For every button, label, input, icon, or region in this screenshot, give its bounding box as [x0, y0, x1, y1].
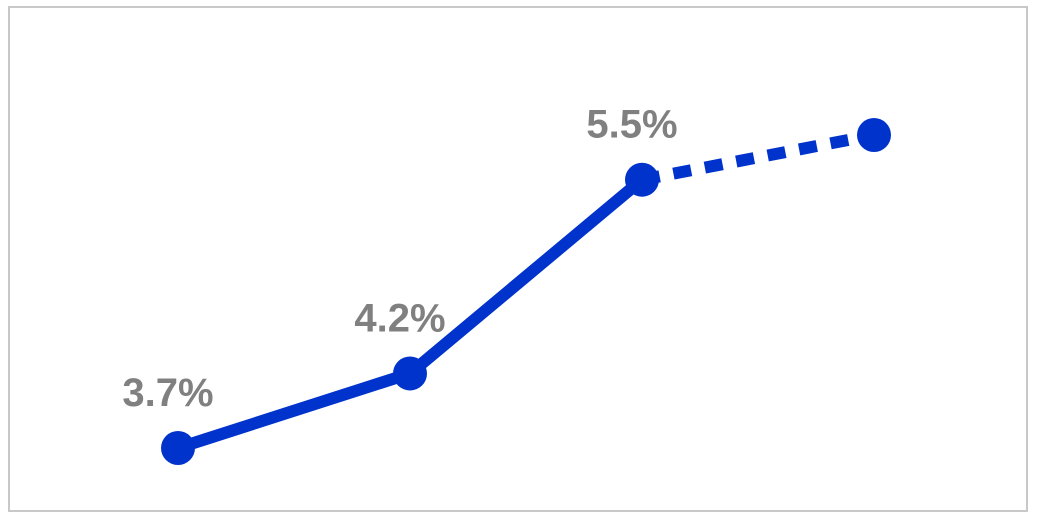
data-point-marker — [625, 162, 659, 197]
projection-line-segment — [640, 129, 876, 186]
data-label: 5.5% — [586, 103, 677, 147]
data-point-marker — [393, 356, 427, 391]
point-markers — [161, 118, 891, 465]
line-segment — [172, 367, 416, 454]
line-segment — [404, 173, 648, 380]
chart-frame — [8, 6, 1028, 512]
line-segments — [172, 129, 876, 454]
data-label: 3.7% — [122, 371, 213, 415]
data-labels: 3.7% 4.2% 5.5% — [122, 103, 677, 415]
projection-point-marker — [857, 118, 891, 152]
data-point-marker — [161, 431, 195, 465]
data-label: 4.2% — [354, 296, 445, 340]
